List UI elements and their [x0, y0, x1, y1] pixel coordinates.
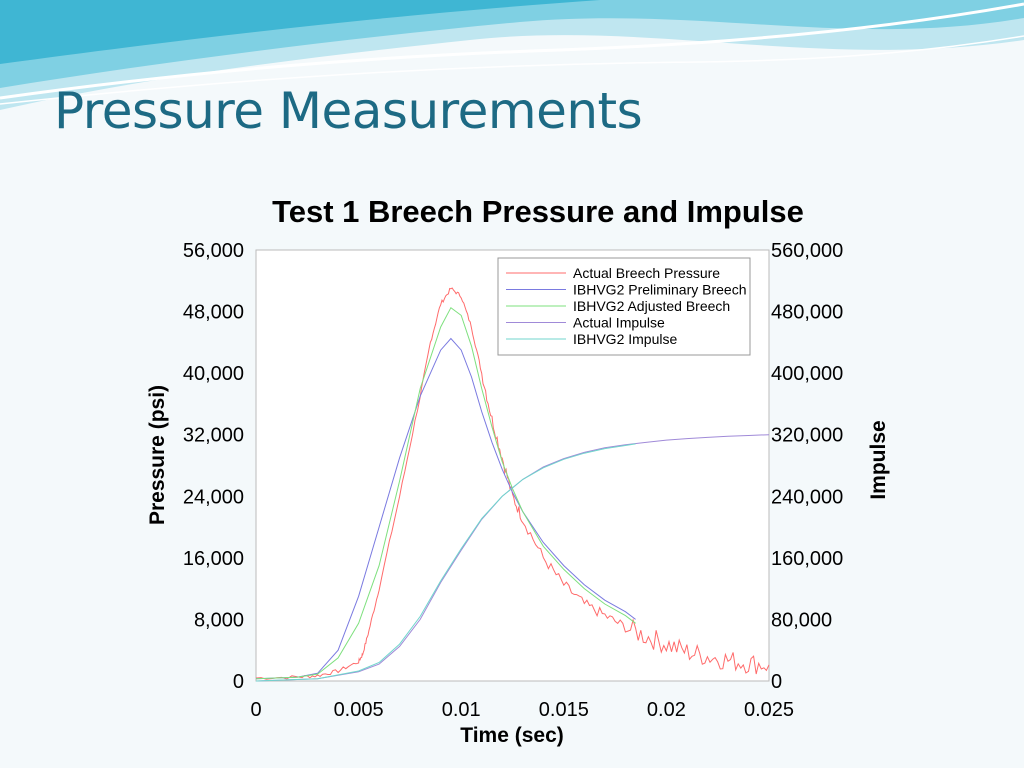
- y-tick-label: 40,000: [183, 363, 244, 385]
- x-tick-label: 0.01: [442, 699, 481, 721]
- x-tick-label: 0: [250, 699, 261, 721]
- x-tick-label: 0.02: [647, 699, 686, 721]
- series-line-4: [255, 434, 770, 682]
- y2-tick-label: 240,000: [771, 486, 843, 508]
- y-axis-title: Pressure (psi): [146, 385, 169, 525]
- y2-tick-label: 0: [771, 671, 782, 693]
- series-line-2: [255, 337, 636, 680]
- y2-tick-label: 320,000: [771, 425, 843, 447]
- series-line-1: [255, 287, 770, 680]
- y-tick-label: 24,000: [183, 486, 244, 508]
- x-tick-label: 0.015: [539, 699, 589, 721]
- y2-tick-label: 480,000: [771, 302, 843, 324]
- y-axis-right-ticks: 0 80,000 160,000 240,000 320,000 400,000 480,0…: [771, 240, 843, 693]
- x-axis-title: Time (sec): [460, 724, 564, 747]
- y2-axis-title: Impulse: [867, 420, 890, 499]
- y-tick-label: 56,000: [183, 240, 244, 262]
- y-tick-label: 32,000: [183, 425, 244, 447]
- y2-tick-label: 560,000: [771, 240, 843, 262]
- chart-title: Test 1 Breech Pressure and Impulse: [272, 194, 804, 229]
- decorative-wave-banner: [0, 0, 1024, 110]
- slide-title: Pressure Measurements: [54, 82, 643, 140]
- y2-tick-label: 160,000: [771, 548, 843, 570]
- series-line-3: [255, 306, 636, 680]
- y-axis-left-ticks: 0 8,000 16,000 24,000 32,000 40,000 48,000 56,0…: [183, 240, 244, 693]
- x-tick-label: 0.005: [334, 699, 384, 721]
- legend-label: IBHVG2 Impulse: [573, 331, 677, 347]
- x-tick-label: 0.025: [744, 699, 794, 721]
- y-tick-label: 16,000: [183, 548, 244, 570]
- series-line-5: [255, 443, 636, 682]
- legend-label: IBHVG2 Adjusted Breech: [573, 298, 730, 314]
- y-tick-label: 48,000: [183, 302, 244, 324]
- x-axis-ticks: 0 0.005 0.01 0.015 0.02 0.025: [250, 699, 794, 721]
- y2-tick-label: 80,000: [771, 609, 832, 631]
- y2-tick-label: 400,000: [771, 363, 843, 385]
- y-tick-label: 0: [233, 671, 244, 693]
- legend-label: Actual Impulse: [573, 315, 665, 331]
- legend-label: IBHVG2 Preliminary Breech: [573, 282, 747, 298]
- legend-label: Actual Breech Pressure: [573, 265, 720, 281]
- pressure-impulse-chart: Test 1 Breech Pressure and Impulse 0 8,00…: [146, 194, 890, 747]
- y-tick-label: 8,000: [194, 609, 244, 631]
- series-layer: [255, 287, 770, 682]
